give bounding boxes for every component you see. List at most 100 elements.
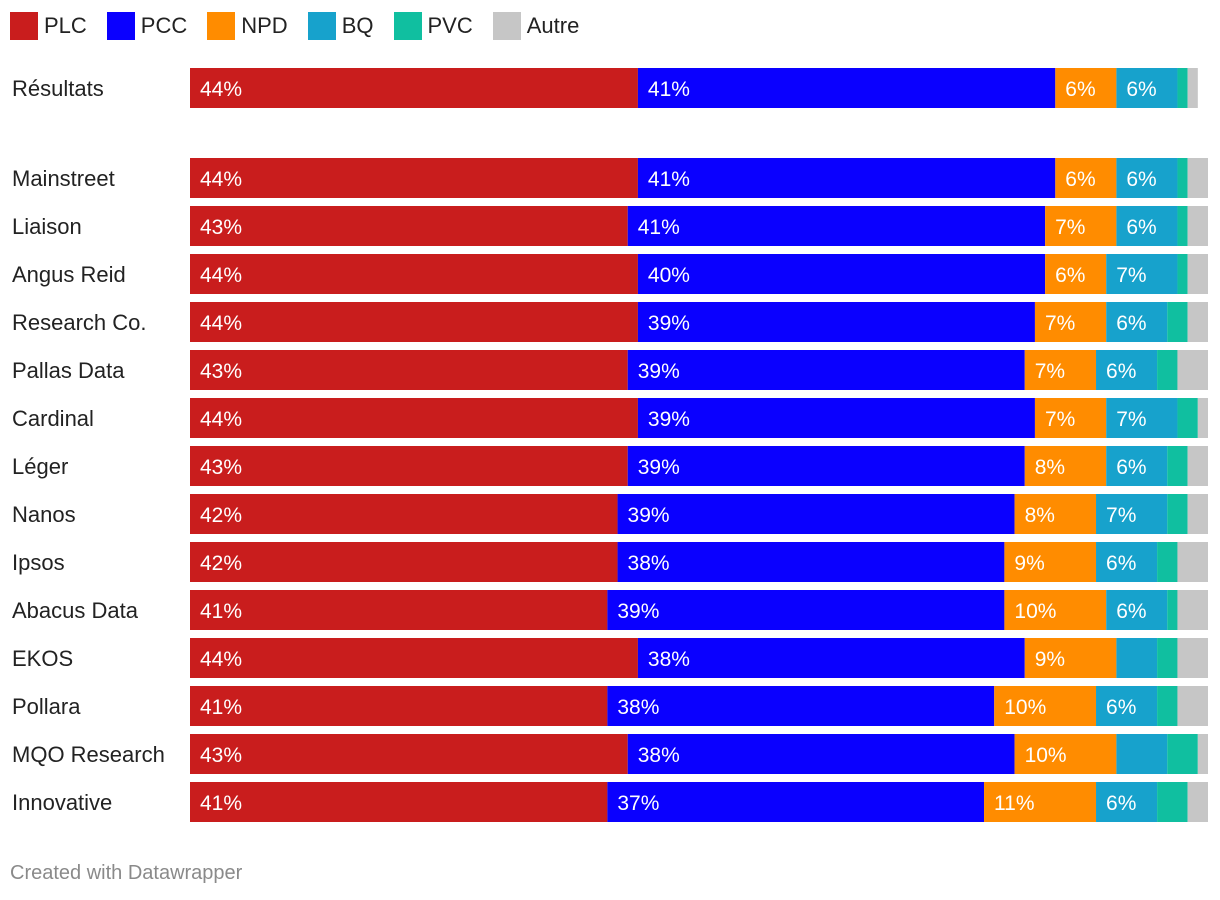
bar-segment-pvc (1167, 302, 1188, 342)
bar-value-label: 8% (1025, 504, 1055, 527)
bar-value-label: 39% (648, 408, 690, 431)
bar-segment-pcc (627, 350, 1025, 390)
legend-item-npd: NPD (207, 12, 288, 40)
bar-segment-bq (1106, 254, 1178, 294)
bar-value-label: 6% (1065, 78, 1095, 101)
bar-segment-npd (984, 782, 1097, 822)
bar-segment-bq (1116, 158, 1178, 198)
bar-segment-autre (1177, 638, 1208, 678)
bar-value-label: 39% (628, 504, 670, 527)
bar-segment-autre (1177, 590, 1208, 630)
bar-segment-plc (190, 254, 638, 294)
bar-segment-pcc (637, 68, 1056, 108)
bar-value-label: 6% (1106, 360, 1136, 383)
bar-value-label: 7% (1116, 408, 1146, 431)
legend-swatch (10, 12, 38, 40)
bar-segment-pvc (1177, 206, 1188, 246)
bar-value-label: 7% (1035, 360, 1065, 383)
bar-value-label: 41% (200, 696, 242, 719)
bar-segment-autre (1197, 398, 1208, 438)
bar-value-label: 7% (1055, 216, 1085, 239)
row-label: Research Co. (12, 310, 147, 335)
bar-value-label: 6% (1055, 264, 1085, 287)
bar-segment-pvc (1157, 350, 1178, 390)
bar-value-label: 10% (1025, 744, 1067, 767)
bar-segment-pcc (637, 302, 1035, 342)
legend-swatch (492, 12, 521, 40)
row-label: Liaison (12, 214, 82, 239)
bar-segment-plc (190, 158, 638, 198)
row-label: MQO Research (12, 742, 165, 767)
bar-segment-pvc (1167, 590, 1178, 630)
bar-segment-pvc (1157, 782, 1188, 822)
row-label: Pallas Data (12, 358, 125, 383)
bar-value-label: 38% (638, 744, 680, 767)
bar-segment-pcc (637, 638, 1025, 678)
bar-segment-npd (1004, 542, 1097, 582)
bar-value-label: 42% (200, 552, 242, 575)
bar-segment-pvc (1167, 494, 1188, 534)
footer-credit: Created with Datawrapper (10, 862, 243, 884)
bar-segment-plc (190, 590, 608, 630)
bar-segment-npd (1024, 350, 1097, 390)
bar-segment-bq (1106, 398, 1178, 438)
bar-value-label: 44% (200, 648, 242, 671)
bar-segment-pcc (617, 542, 1005, 582)
bar-segment-autre (1187, 302, 1208, 342)
bar-value-label: 39% (638, 456, 680, 479)
bar-value-label: 8% (1035, 456, 1065, 479)
row-label: Léger (12, 454, 68, 479)
row-label: Résultats (12, 76, 104, 101)
bar-segment-pcc (607, 590, 1005, 630)
bar-segment-bq (1116, 638, 1158, 678)
legend-swatch (393, 12, 422, 40)
row-label: Pollara (12, 694, 81, 719)
bar-segment-npd (994, 686, 1097, 726)
bar-value-label: 44% (200, 168, 242, 191)
bar-segment-pvc (1177, 68, 1188, 108)
bar-segment-pcc (637, 254, 1046, 294)
bar-segment-pvc (1177, 398, 1198, 438)
bar-segment-plc (190, 734, 628, 774)
bar-segment-autre (1187, 446, 1208, 486)
bar-value-label: 6% (1126, 78, 1156, 101)
row-label: Nanos (12, 502, 76, 527)
legend-label: PLC (44, 13, 87, 38)
bar-segment-plc (190, 446, 628, 486)
bar-segment-plc (190, 494, 618, 534)
bar-value-label: 6% (1106, 792, 1136, 815)
bar-segment-npd (1045, 206, 1117, 246)
bar-segment-autre (1177, 542, 1208, 582)
bar-value-label: 6% (1116, 600, 1146, 623)
row-label: EKOS (12, 646, 73, 671)
bar-segment-npd (1024, 638, 1117, 678)
legend-item-pvc: PVC (393, 12, 473, 40)
bar-segment-autre (1177, 686, 1208, 726)
bar-segment-bq (1106, 446, 1168, 486)
bar-segment-plc (190, 638, 638, 678)
row-label: Mainstreet (12, 166, 115, 191)
bar-segment-bq (1096, 686, 1158, 726)
bar-segment-plc (190, 398, 638, 438)
bar-value-label: 41% (648, 168, 690, 191)
bar-value-label: 41% (638, 216, 680, 239)
bar-segment-autre (1187, 206, 1208, 246)
legend-item-pcc: PCC (106, 12, 187, 40)
bar-segment-npd (1034, 398, 1107, 438)
legend-label: Autre (526, 13, 580, 38)
bar-segment-npd (1055, 158, 1117, 198)
bar-value-label: 44% (200, 78, 242, 101)
bar-segment-bq (1096, 494, 1168, 534)
bar-segment-pvc (1177, 254, 1188, 294)
bar-value-label: 7% (1116, 264, 1146, 287)
legend-label: BQ (341, 13, 374, 38)
bar-segment-bq (1106, 590, 1168, 630)
bar-value-label: 7% (1106, 504, 1136, 527)
bar-segment-npd (1004, 590, 1107, 630)
bar-segment-autre (1197, 734, 1208, 774)
legend-swatch (106, 12, 135, 40)
bar-value-label: 38% (628, 552, 670, 575)
bar-value-label: 40% (648, 264, 690, 287)
legend-label: NPD (241, 13, 288, 38)
legend-swatch (207, 12, 236, 40)
